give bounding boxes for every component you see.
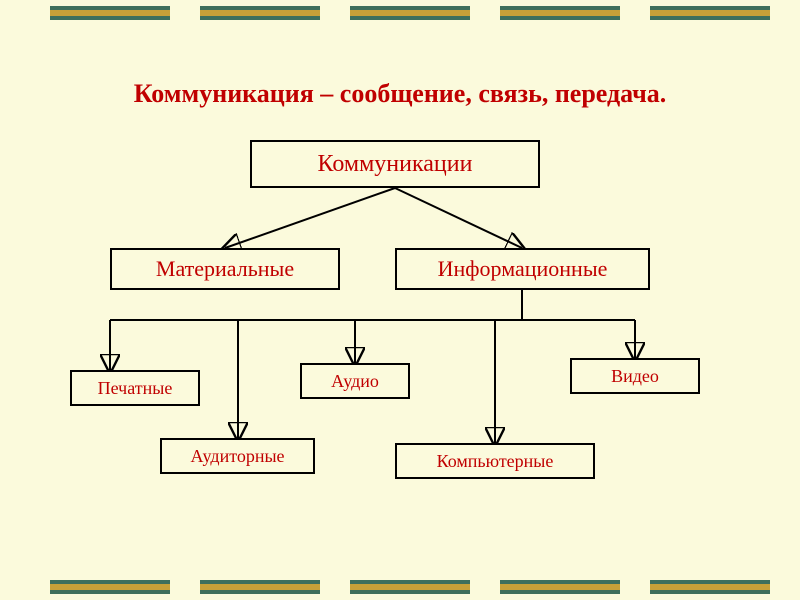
node-auditory: Аудиторные (160, 438, 315, 474)
node-video: Видео (570, 358, 700, 394)
node-print: Печатные (70, 370, 200, 406)
node-computer: Компьютерные (395, 443, 595, 479)
node-root: Коммуникации (250, 140, 540, 188)
node-label: Видео (611, 366, 659, 387)
decor-bar (650, 580, 770, 594)
decor-bar (200, 6, 320, 20)
decor-bar (50, 6, 170, 20)
decor-bar (650, 6, 770, 20)
node-audio: Аудио (300, 363, 410, 399)
decor-bar (350, 580, 470, 594)
decor-bar (200, 580, 320, 594)
decor-bar (50, 580, 170, 594)
node-material: Материальные (110, 248, 340, 290)
node-label: Компьютерные (437, 451, 554, 472)
node-label: Аудио (331, 371, 379, 392)
node-label: Информационные (438, 256, 608, 282)
decor-bar (500, 580, 620, 594)
node-label: Аудиторные (190, 446, 284, 467)
page-title: Коммуникация – сообщение, связь, передач… (134, 79, 667, 109)
decor-bar (350, 6, 470, 20)
decor-bar (500, 6, 620, 20)
node-information: Информационные (395, 248, 650, 290)
node-label: Печатные (98, 378, 173, 399)
node-label: Материальные (156, 256, 294, 282)
node-label: Коммуникации (318, 151, 473, 178)
